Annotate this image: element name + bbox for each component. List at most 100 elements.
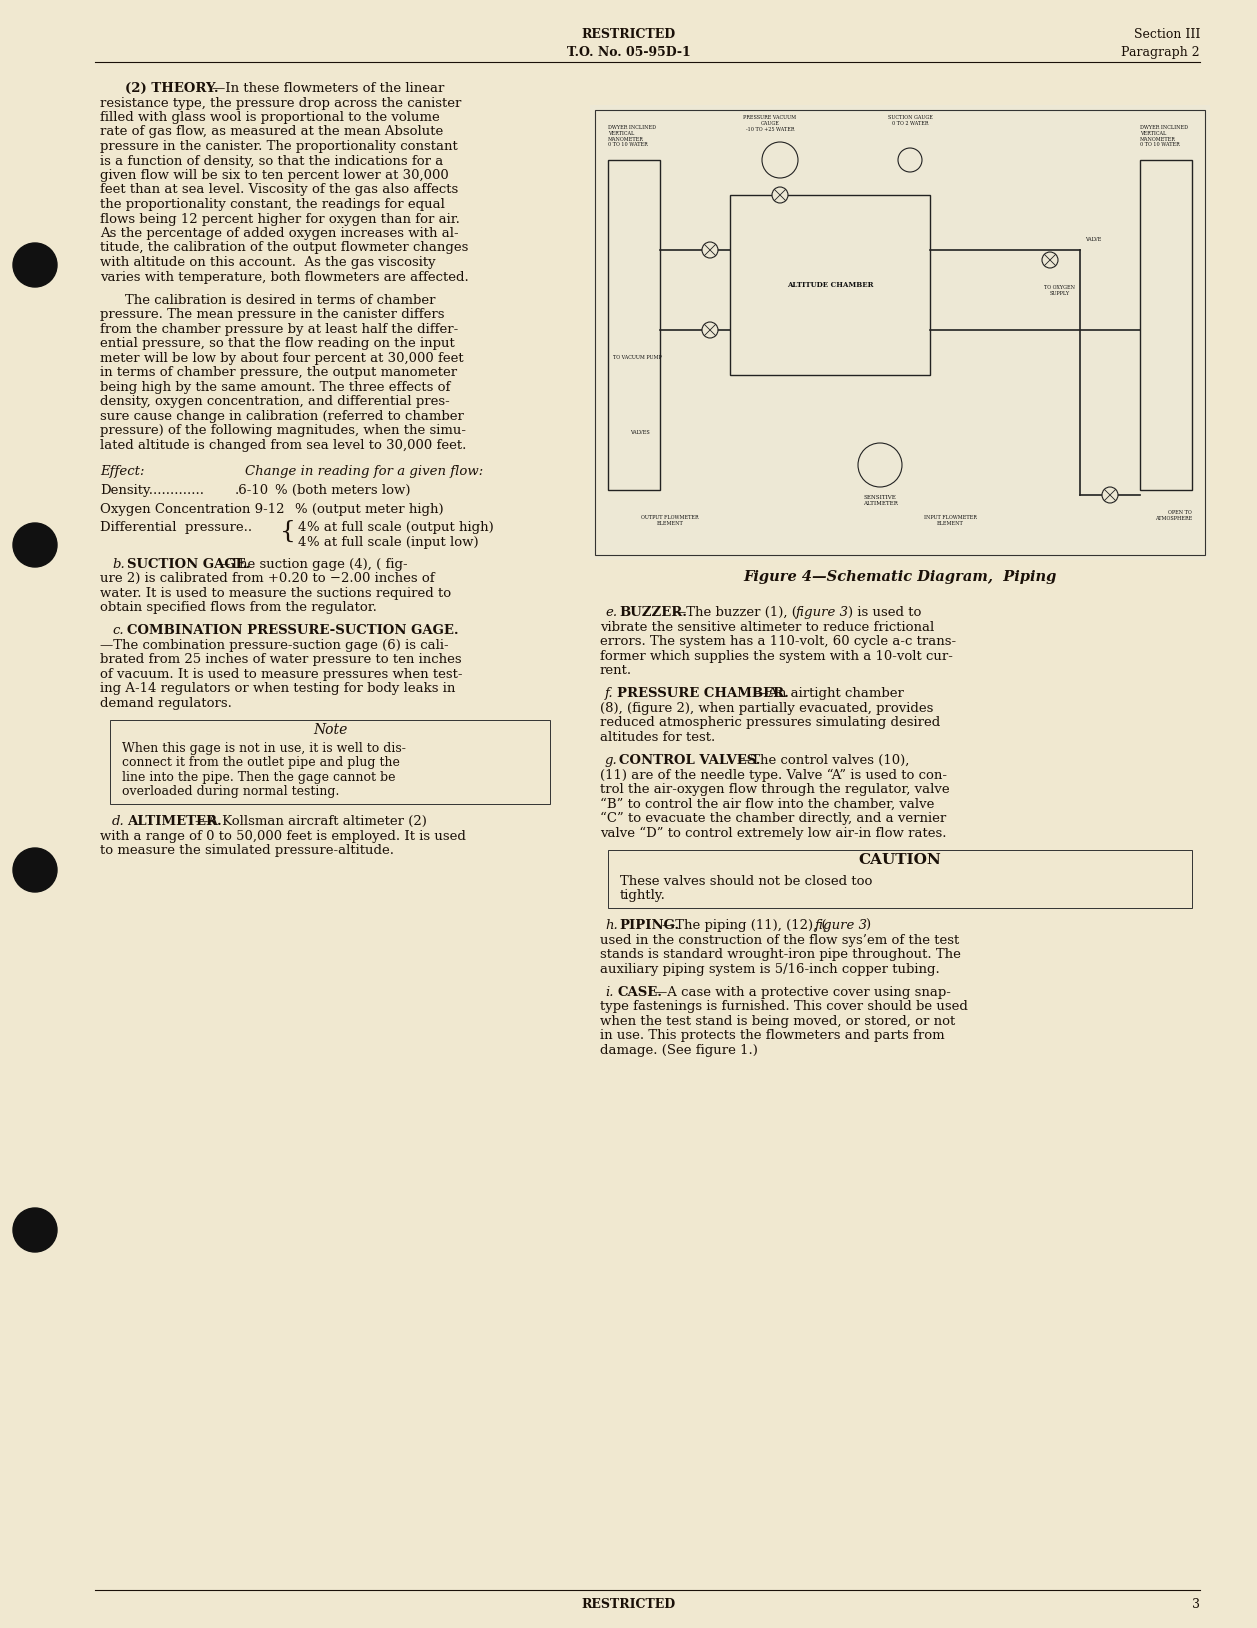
Text: PRESSURE CHAMBER.: PRESSURE CHAMBER. [617, 687, 789, 700]
Text: —A Kollsman aircraft altimeter (2): —A Kollsman aircraft altimeter (2) [195, 816, 427, 829]
Text: INPUT FLOWMETER
ELEMENT: INPUT FLOWMETER ELEMENT [924, 514, 977, 526]
Text: feet than at sea level. Viscosity of the gas also affects: feet than at sea level. Viscosity of the… [101, 184, 459, 197]
Text: Paragraph 2: Paragraph 2 [1121, 46, 1200, 59]
Text: —The buzzer (1), (: —The buzzer (1), ( [672, 606, 797, 619]
Text: water. It is used to measure the suctions required to: water. It is used to measure the suction… [101, 586, 451, 599]
Circle shape [13, 848, 57, 892]
Text: These valves should not be closed too: These valves should not be closed too [620, 874, 872, 887]
Text: T.O. No. 05-95D-1: T.O. No. 05-95D-1 [567, 46, 690, 59]
Text: —The control valves (10),: —The control valves (10), [738, 754, 909, 767]
Text: brated from 25 inches of water pressure to ten inches: brated from 25 inches of water pressure … [101, 653, 461, 666]
Text: with altitude on this account.  As the gas viscosity: with altitude on this account. As the ga… [101, 256, 436, 269]
Text: % (output meter high): % (output meter high) [295, 503, 444, 516]
Text: pressure. The mean pressure in the canister differs: pressure. The mean pressure in the canis… [101, 308, 445, 321]
Text: type fastenings is furnished. This cover should be used: type fastenings is furnished. This cover… [600, 1000, 968, 1013]
Text: valve “D” to control extremely low air-in flow rates.: valve “D” to control extremely low air-i… [600, 827, 947, 840]
Text: in terms of chamber pressure, the output manometer: in terms of chamber pressure, the output… [101, 366, 458, 379]
Text: 4: 4 [298, 521, 307, 534]
Text: Note: Note [313, 723, 347, 737]
Text: SUCTION GAGE.: SUCTION GAGE. [127, 558, 250, 570]
Text: figure 3: figure 3 [815, 920, 869, 933]
Text: OPEN TO
ATMOSPHERE: OPEN TO ATMOSPHERE [1155, 510, 1192, 521]
Text: The calibration is desired in terms of chamber: The calibration is desired in terms of c… [124, 293, 435, 306]
Text: altitudes for test.: altitudes for test. [600, 731, 715, 744]
Text: —A case with a protective cover using snap-: —A case with a protective cover using sn… [654, 987, 950, 1000]
Text: pressure) of the following magnitudes, when the simu-: pressure) of the following magnitudes, w… [101, 425, 466, 438]
Text: connect it from the outlet pipe and plug the: connect it from the outlet pipe and plug… [122, 757, 400, 770]
Text: overloaded during normal testing.: overloaded during normal testing. [122, 785, 339, 798]
Text: CAUTION: CAUTION [859, 853, 941, 866]
Circle shape [1102, 487, 1117, 503]
Text: Differential  pressure..: Differential pressure.. [101, 521, 253, 534]
Text: TO OXYGEN
SUPPLY: TO OXYGEN SUPPLY [1045, 285, 1076, 296]
Text: DWYER INCLINED
VERTICAL
MANOMETER
0 TO 10 WATER: DWYER INCLINED VERTICAL MANOMETER 0 TO 1… [608, 125, 656, 148]
Text: resistance type, the pressure drop across the canister: resistance type, the pressure drop acros… [101, 96, 461, 109]
Text: As the percentage of added oxygen increases with al-: As the percentage of added oxygen increa… [101, 226, 459, 239]
Text: with a range of 0 to 50,000 feet is employed. It is used: with a range of 0 to 50,000 feet is empl… [101, 830, 466, 843]
Text: e.: e. [605, 606, 617, 619]
Text: tightly.: tightly. [620, 889, 666, 902]
Text: rate of gas flow, as measured at the mean Absolute: rate of gas flow, as measured at the mea… [101, 125, 444, 138]
Text: of vacuum. It is used to measure pressures when test-: of vacuum. It is used to measure pressur… [101, 667, 463, 681]
Text: to measure the simulated pressure-altitude.: to measure the simulated pressure-altitu… [101, 845, 393, 858]
Text: SUCTION GAUGE
0 TO 2 WATER: SUCTION GAUGE 0 TO 2 WATER [887, 116, 933, 125]
Text: when the test stand is being moved, or stored, or not: when the test stand is being moved, or s… [600, 1014, 955, 1027]
Text: given flow will be six to ten percent lower at 30,000: given flow will be six to ten percent lo… [101, 169, 449, 182]
Circle shape [762, 142, 798, 177]
Text: VALVE: VALVE [1085, 238, 1101, 243]
Text: density, oxygen concentration, and differential pres-: density, oxygen concentration, and diffe… [101, 396, 450, 409]
Text: TO VACUUM PUMP: TO VACUUM PUMP [613, 355, 661, 360]
Text: % (both meters low): % (both meters low) [275, 484, 411, 497]
Circle shape [897, 148, 921, 173]
Text: SENSITIVE
ALTIMETER: SENSITIVE ALTIMETER [862, 495, 897, 506]
Text: former which supplies the system with a 10-volt cur-: former which supplies the system with a … [600, 650, 953, 663]
Text: VALVES: VALVES [630, 430, 650, 435]
Text: BUZZER.: BUZZER. [618, 606, 688, 619]
Text: ure 2) is calibrated from +0.20 to −2.00 inches of: ure 2) is calibrated from +0.20 to −2.00… [101, 571, 435, 584]
Text: OUTPUT FLOWMETER
ELEMENT: OUTPUT FLOWMETER ELEMENT [641, 514, 699, 526]
Text: —The piping (11), (12), (: —The piping (11), (12), ( [662, 920, 827, 933]
Text: .6-10: .6-10 [235, 484, 269, 497]
Text: i.: i. [605, 987, 613, 1000]
Text: from the chamber pressure by at least half the differ-: from the chamber pressure by at least ha… [101, 322, 459, 335]
Text: When this gage is not in use, it is well to dis-: When this gage is not in use, it is well… [122, 742, 406, 755]
Text: vibrate the sensitive altimeter to reduce frictional: vibrate the sensitive altimeter to reduc… [600, 620, 934, 633]
Text: auxiliary piping system is 5/16-inch copper tubing.: auxiliary piping system is 5/16-inch cop… [600, 962, 940, 975]
Text: DWYER INCLINED
VERTICAL
MANOMETER
0 TO 10 WATER: DWYER INCLINED VERTICAL MANOMETER 0 TO 1… [1140, 125, 1188, 148]
Text: b.: b. [112, 558, 124, 570]
Text: flows being 12 percent higher for oxygen than for air.: flows being 12 percent higher for oxygen… [101, 213, 460, 226]
Text: —The combination pressure-suction gage (6) is cali-: —The combination pressure-suction gage (… [101, 638, 449, 651]
Text: Oxygen Concentration 9-12: Oxygen Concentration 9-12 [101, 503, 284, 516]
Text: f.: f. [605, 687, 613, 700]
Text: —The suction gage (4), ( fig-: —The suction gage (4), ( fig- [217, 558, 407, 570]
Text: obtain specified flows from the regulator.: obtain specified flows from the regulato… [101, 601, 377, 614]
Text: stands is standard wrought-iron pipe throughout. The: stands is standard wrought-iron pipe thr… [600, 947, 960, 961]
Text: ALTITUDE CHAMBER: ALTITUDE CHAMBER [787, 282, 874, 290]
Circle shape [701, 243, 718, 257]
Text: Density.............: Density............. [101, 484, 204, 497]
Text: {: { [280, 519, 295, 542]
Text: % at full scale (input low): % at full scale (input low) [307, 536, 479, 549]
Text: Effect:: Effect: [101, 466, 145, 477]
Text: —In these flowmeters of the linear: —In these flowmeters of the linear [212, 81, 445, 94]
Bar [1140, 160, 1192, 490]
Text: filled with glass wool is proportional to the volume: filled with glass wool is proportional t… [101, 111, 440, 124]
Text: (11) are of the needle type. Valve “A” is used to con-: (11) are of the needle type. Valve “A” i… [600, 768, 947, 781]
Text: 4: 4 [298, 536, 307, 549]
Text: PRESSURE VACUUM
GAUGE
-10 TO +25 WATER: PRESSURE VACUUM GAUGE -10 TO +25 WATER [743, 116, 797, 132]
Text: —An airtight chamber: —An airtight chamber [755, 687, 904, 700]
Circle shape [859, 443, 903, 487]
Text: ) is used to: ) is used to [848, 606, 921, 619]
Text: RESTRICTED: RESTRICTED [582, 1599, 675, 1612]
Text: figure 3: figure 3 [796, 606, 848, 619]
Circle shape [772, 187, 788, 204]
Text: ALTIMETER.: ALTIMETER. [127, 816, 221, 829]
Text: in use. This protects the flowmeters and parts from: in use. This protects the flowmeters and… [600, 1029, 944, 1042]
Bar [608, 160, 660, 490]
Text: RESTRICTED: RESTRICTED [582, 28, 675, 41]
Text: COMBINATION PRESSURE-SUCTION GAGE.: COMBINATION PRESSURE-SUCTION GAGE. [127, 624, 459, 637]
Text: ential pressure, so that the flow reading on the input: ential pressure, so that the flow readin… [101, 337, 455, 350]
Bar [595, 111, 1205, 555]
Text: Figure 4—Schematic Diagram,  Piping: Figure 4—Schematic Diagram, Piping [743, 570, 1057, 584]
Text: sure cause change in calibration (referred to chamber: sure cause change in calibration (referr… [101, 410, 464, 423]
